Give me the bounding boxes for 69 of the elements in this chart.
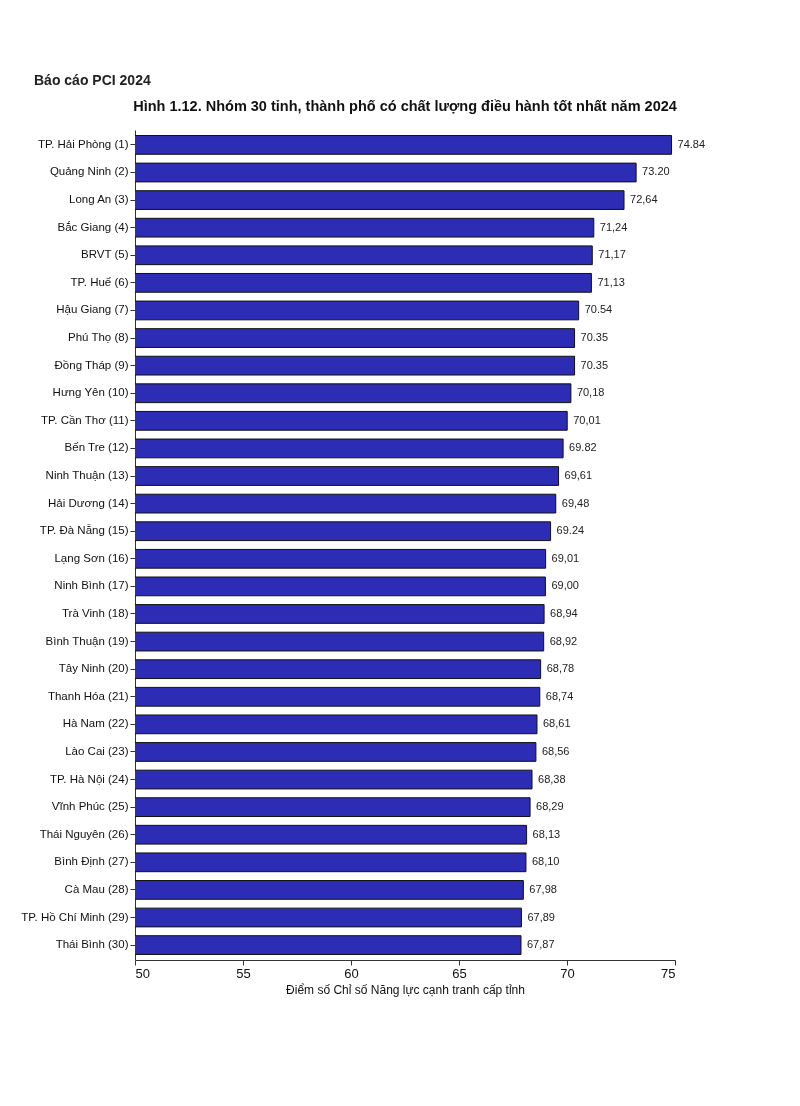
y-tick-label: TP. Cần Thơ (11): [41, 413, 129, 426]
y-tick-label: Bến Tre (12): [64, 441, 129, 454]
data-label: 73.20: [642, 165, 670, 178]
data-label: 70.54: [584, 303, 613, 316]
y-tick-label: TP. Huế (6): [70, 275, 129, 288]
text: Báo cáo PCI 2024: [34, 72, 152, 88]
data-label: 67,89: [527, 910, 555, 923]
y-tick-label: Bình Định (27): [54, 855, 129, 868]
data-label: 68,29: [536, 800, 564, 813]
data-label: 71,24: [599, 220, 628, 233]
data-label: 68,61: [542, 717, 571, 730]
y-tick-label: BRVT (5): [80, 248, 129, 261]
data-label: 69.82: [569, 441, 597, 454]
x-tick-label: 55: [236, 965, 251, 981]
data-label: 72,64: [630, 193, 658, 206]
x-tick-label: 50: [135, 965, 150, 981]
data-label: 68,74: [545, 689, 574, 702]
y-tick-label: TP. Hà Nội (24): [50, 772, 129, 785]
data-label: 68,13: [532, 827, 561, 840]
data-label: 68,10: [531, 855, 560, 868]
data-label: 69,00: [551, 579, 579, 592]
data-label: 70,18: [576, 386, 605, 399]
y-tick-label: Phú Thọ (8): [67, 331, 129, 344]
data-label: 71,17: [598, 248, 626, 261]
y-tick-label: Hà Nam (22): [62, 717, 129, 730]
y-tick-label: TP. Hồ Chí Minh (29): [21, 910, 129, 923]
y-tick-label: Bình Thuận (19): [45, 634, 129, 647]
y-tick-label: Thái Nguyên (26): [39, 827, 129, 840]
y-tick-label: Thái Bình (30): [55, 938, 129, 951]
y-tick-label: Ninh Thuận (13): [45, 469, 129, 482]
data-label: 68,56: [541, 744, 570, 757]
data-label: 69,01: [551, 551, 580, 564]
y-tick-label: Hải Dương (14): [48, 496, 129, 509]
y-tick-label: Long An (3): [69, 193, 129, 206]
y-tick-label: Lạng Sơn (16): [54, 551, 129, 564]
data-label: 67,87: [526, 938, 555, 951]
y-tick-label: Hưng Yên (10): [52, 386, 129, 399]
x-tick-label: 75: [661, 965, 676, 981]
data-label: 68,38: [538, 772, 566, 785]
y-tick-label: Hậu Giang (7): [56, 303, 129, 316]
y-tick-label: TP. Hải Phòng (1): [37, 137, 129, 150]
y-tick-label: Thanh Hóa (21): [47, 689, 129, 702]
x-axis-title: Điểm số Chỉ số Năng lực cạnh tranh cấp tỉnh: [286, 982, 525, 997]
x-tick-label: 65: [452, 965, 467, 981]
y-tick-label: TP. Đà Nẵng (15): [39, 524, 129, 537]
y-tick-label: Bắc Giang (4): [57, 220, 129, 233]
data-label: 70,01: [573, 413, 601, 426]
data-label: 71,13: [597, 275, 625, 288]
data-label: 67,98: [529, 882, 557, 895]
y-tick-label: Đồng Tháp (9): [54, 358, 129, 371]
x-tick-label: 60: [344, 965, 359, 981]
y-tick-label: Trà Vinh (18): [62, 606, 129, 619]
data-label: 69,61: [564, 469, 593, 482]
data-label: 68,92: [549, 634, 578, 647]
data-label: 69,48: [561, 496, 590, 509]
data-label: 68,78: [546, 662, 575, 675]
y-tick-label: Tây Ninh (20): [58, 662, 129, 675]
data-label: 70.35: [580, 358, 609, 371]
y-tick-label: Cà Mau (28): [64, 882, 129, 895]
data-label: 68,94: [550, 606, 578, 619]
y-tick-label: Quảng Ninh (2): [49, 165, 129, 178]
data-label: 74.84: [677, 137, 706, 150]
chart-title: Hình 1.12. Nhóm 30 tỉnh, thành phố có chất lượng điều hành tốt nhất năm 2024: [133, 97, 677, 114]
y-tick-label: Vĩnh Phúc (25): [51, 800, 129, 813]
x-tick-label: 70: [560, 965, 575, 981]
y-tick-label: Ninh Bình (17): [54, 579, 129, 592]
y-tick-label: Lào Cai (23): [65, 744, 129, 757]
data-label: 70.35: [580, 331, 609, 344]
data-label: 69.24: [556, 524, 585, 537]
